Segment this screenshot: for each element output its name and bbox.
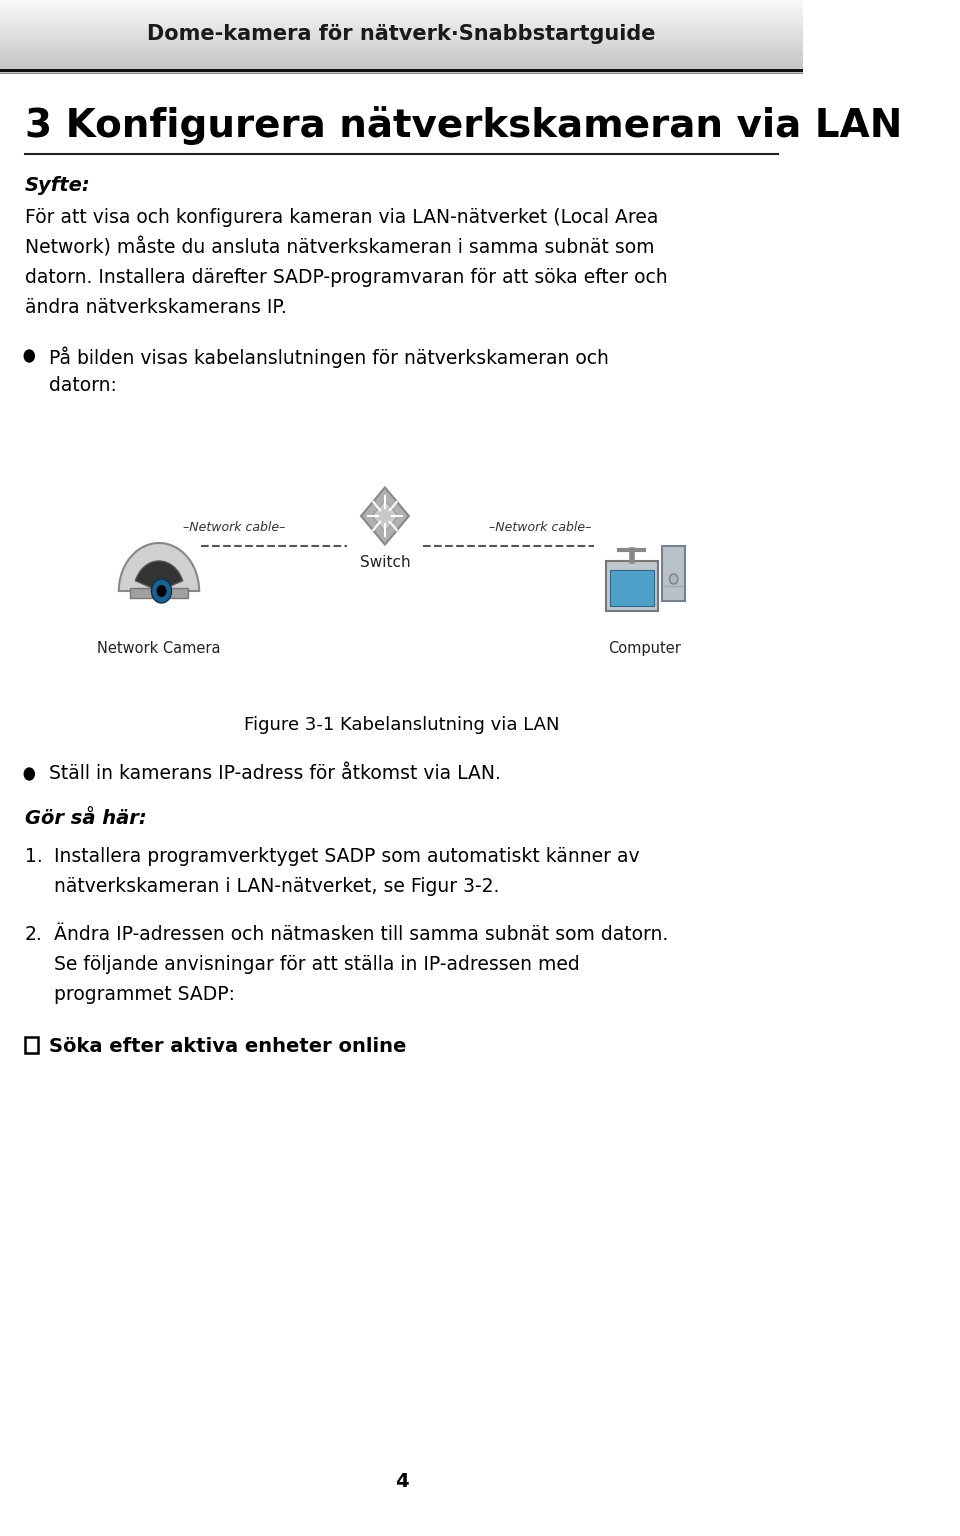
Text: 3 Konfigurera nätverkskameran via LAN: 3 Konfigurera nätverkskameran via LAN [25,106,902,144]
Text: –Network cable–: –Network cable– [183,521,285,535]
Bar [0,63,804,66]
Bar [0,46,804,48]
Bar [0,18,804,20]
Text: Figure 3-1 Kabelanslutning via LAN: Figure 3-1 Kabelanslutning via LAN [244,716,560,734]
Bar [0,48,804,49]
Bar [662,545,685,601]
Bar [0,28,804,29]
Text: Computer: Computer [608,641,681,656]
Text: ändra nätverkskamerans IP.: ändra nätverkskamerans IP. [25,298,287,316]
Circle shape [24,350,35,362]
Wedge shape [135,561,182,591]
Polygon shape [372,501,398,531]
Text: 1.: 1. [25,846,43,866]
Text: För att visa och konfigurera kameran via LAN-nätverket (Local Area: För att visa och konfigurera kameran via… [25,207,659,227]
Bar [0,54,804,57]
Bar [610,570,654,607]
Bar [0,32,804,34]
Bar [0,38,804,41]
Text: På bilden visas kabelanslutningen för nätverkskameran och: På bilden visas kabelanslutningen för nä… [49,346,609,367]
Bar [0,9,804,11]
Text: 4: 4 [395,1471,409,1491]
Bar [0,34,804,37]
Bar [0,6,804,9]
Bar [0,15,804,18]
Bar [0,2,804,5]
Bar [606,561,658,611]
Bar [0,49,804,52]
Bar [0,43,804,46]
Bar [0,37,804,38]
Bar [0,58,804,61]
Text: 2.: 2. [25,925,43,945]
Text: Syfte:: Syfte: [25,177,91,195]
Bar [0,57,804,58]
Bar [0,66,804,68]
Circle shape [156,585,166,598]
Text: Se följande anvisningar för att ställa in IP-adressen med: Se följande anvisningar för att ställa i… [55,955,580,974]
Polygon shape [361,487,409,545]
Bar [130,588,188,598]
Text: Ställ in kamerans IP-adress för åtkomst via LAN.: Ställ in kamerans IP-adress för åtkomst … [49,763,500,783]
Text: Network) måste du ansluta nätverkskameran i samma subnät som: Network) måste du ansluta nätverkskamera… [25,238,655,258]
Bar [0,61,804,63]
Bar [0,20,804,23]
Bar [25,1037,38,1054]
Circle shape [152,579,172,604]
Text: datorn:: datorn: [49,376,116,395]
Bar [0,0,804,2]
Wedge shape [119,544,199,591]
Text: Network Camera: Network Camera [97,641,221,656]
Text: nätverkskameran i LAN-nätverket, se Figur 3-2.: nätverkskameran i LAN-nätverket, se Figu… [55,877,500,895]
Text: Gör så här:: Gör så här: [25,809,147,828]
Text: Ändra IP-adressen och nätmasken till samma subnät som datorn.: Ändra IP-adressen och nätmasken till sam… [55,925,669,945]
Circle shape [669,574,678,584]
Bar [0,23,804,25]
Text: programmet SADP:: programmet SADP: [55,985,235,1005]
Bar [0,41,804,43]
Text: Söka efter aktiva enheter online: Söka efter aktiva enheter online [49,1037,406,1057]
Text: datorn. Installera därefter SADP-programvaran för att söka efter och: datorn. Installera därefter SADP-program… [25,267,668,287]
Bar [0,11,804,14]
Bar [0,29,804,32]
Circle shape [24,768,35,780]
Bar [0,5,804,6]
Text: Switch: Switch [360,554,410,570]
Bar [0,25,804,28]
Text: Dome-kamera för nätverk·Snabbstartguide: Dome-kamera för nätverk·Snabbstartguide [148,25,656,45]
Bar [0,52,804,54]
Text: Installera programverktyget SADP som automatiskt känner av: Installera programverktyget SADP som aut… [55,846,640,866]
Bar [0,14,804,15]
Text: –Network cable–: –Network cable– [489,521,591,535]
